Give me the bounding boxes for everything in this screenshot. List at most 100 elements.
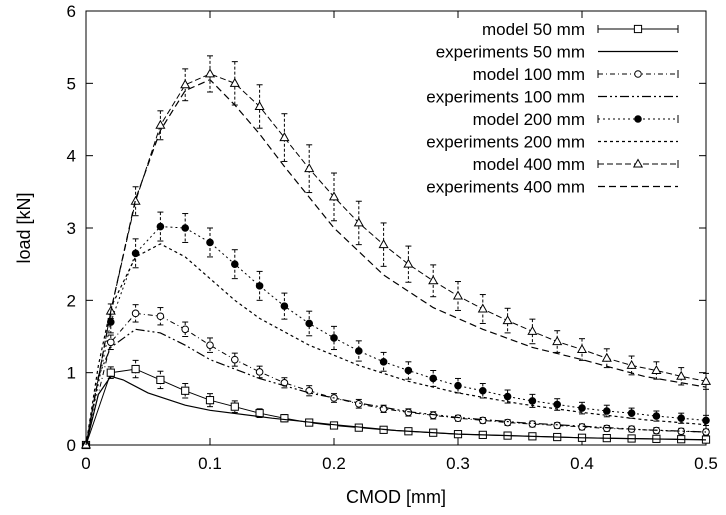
marker-triangle	[180, 79, 191, 89]
marker-circle-open	[107, 338, 115, 347]
experiment-curve	[85, 328, 707, 446]
experiment-curve	[85, 375, 707, 446]
series-experiments-50-mm	[85, 375, 707, 446]
marker-triangle	[632, 158, 644, 168]
axes: 0 0.1 0.2 0.3 0.4 0.5 0 1 2 3 4 5 6	[67, 2, 718, 473]
marker-square	[230, 402, 239, 411]
x-tick-label: 0.2	[322, 454, 346, 473]
marker-square	[181, 386, 190, 395]
marker-circle-filled	[156, 222, 165, 231]
legend-label: experiments 100 mm	[426, 88, 585, 107]
legend-entry: experiments 200 mm	[426, 133, 678, 152]
experiment-curve	[85, 243, 707, 446]
marker-circle-filled	[429, 374, 438, 383]
series-model-50-mm	[81, 359, 711, 450]
experiment-curve	[85, 78, 707, 446]
series-experiments-400-mm	[85, 78, 707, 446]
legend-label: experiments 200 mm	[426, 133, 585, 152]
marker-triangle	[304, 163, 315, 173]
marker-triangle	[403, 258, 414, 268]
plot-border	[85, 10, 707, 446]
legend-label: model 200 mm	[473, 110, 585, 129]
marker-circle-open	[206, 341, 214, 349]
marker-triangle	[576, 343, 588, 354]
legend-entry: model 200 mm	[473, 110, 679, 129]
marker-triangle	[353, 217, 364, 227]
legend-label: experiments 400 mm	[426, 178, 585, 197]
legend-entry: model 400 mm	[473, 155, 679, 174]
marker-circle-filled	[634, 115, 642, 123]
marker-circle-filled	[379, 358, 388, 366]
marker-triangle	[378, 239, 389, 249]
y-tick-label: 3	[67, 219, 76, 238]
marker-triangle	[279, 132, 290, 142]
legend-entry: experiments 400 mm	[426, 178, 678, 197]
marker-circle-open	[634, 70, 642, 78]
marker-circle-filled	[603, 407, 611, 415]
marker-triangle	[552, 336, 563, 346]
marker-circle-open	[454, 414, 462, 423]
marker-triangle	[229, 77, 240, 87]
marker-square	[633, 24, 643, 34]
marker-triangle	[700, 375, 712, 385]
marker-circle-filled	[454, 381, 462, 390]
marker-circle-filled	[255, 282, 264, 290]
marker-triangle	[130, 195, 141, 205]
marker-circle-filled	[677, 414, 686, 423]
model-curve	[85, 368, 707, 446]
marker-circle-open	[255, 368, 264, 376]
marker-circle-filled	[553, 400, 562, 409]
marker-circle-filled	[578, 404, 586, 412]
legend-entry: experiments 50 mm	[436, 43, 678, 62]
marker-circle-filled	[231, 260, 239, 268]
marker-circle-open	[231, 355, 239, 364]
marker-circle-open	[503, 418, 512, 427]
x-tick-label: 0.5	[694, 454, 718, 473]
marker-circle-filled	[627, 409, 636, 417]
marker-triangle	[651, 364, 662, 374]
marker-triangle	[204, 68, 216, 78]
legend-label: experiments 50 mm	[436, 43, 585, 62]
x-tick-label: 0.4	[570, 454, 594, 473]
marker-circle-filled	[181, 224, 189, 232]
series-experiments-100-mm	[85, 328, 707, 446]
marker-circle-filled	[280, 302, 289, 310]
marker-circle-filled	[479, 386, 487, 395]
x-axis-title: CMOD [mm]	[346, 487, 446, 507]
x-tick-label: 0.1	[198, 454, 222, 473]
x-tick-label: 0.3	[446, 454, 470, 473]
marker-circle-filled	[702, 416, 710, 425]
legend: model 50 mm experiments 50 mm model 100 mm…	[426, 20, 679, 197]
marker-circle-open	[181, 325, 189, 334]
marker-circle-open	[553, 421, 562, 430]
marker-circle-filled	[131, 249, 140, 258]
legend-label: model 400 mm	[473, 155, 585, 174]
marker-circle-filled	[528, 397, 537, 405]
model-curve	[85, 73, 707, 446]
marker-square	[106, 368, 115, 377]
marker-circle-filled	[330, 334, 338, 342]
marker-circle-filled	[503, 392, 512, 401]
marker-triangle	[477, 303, 488, 313]
marker-circle-open	[131, 309, 140, 318]
y-tick-label: 6	[67, 2, 76, 21]
marker-triangle	[502, 315, 513, 325]
series-experiments-200-mm	[85, 243, 707, 446]
marker-circle-filled	[355, 347, 363, 355]
marker-square	[131, 364, 140, 374]
marker-circle-filled	[404, 366, 413, 375]
marker-circle-open	[479, 416, 487, 425]
series-model-400-mm	[80, 55, 712, 449]
marker-square	[156, 375, 165, 384]
series-layer	[80, 55, 712, 450]
marker-circle-filled	[206, 238, 214, 247]
legend-entry: model 50 mm	[482, 20, 679, 39]
model-curve	[85, 226, 707, 446]
marker-circle-filled	[305, 319, 314, 328]
y-axis-title: load [kN]	[14, 192, 34, 263]
marker-circle-open	[355, 399, 363, 408]
marker-square	[205, 396, 215, 405]
y-tick-label: 1	[67, 364, 76, 383]
marker-circle-filled	[652, 412, 661, 420]
